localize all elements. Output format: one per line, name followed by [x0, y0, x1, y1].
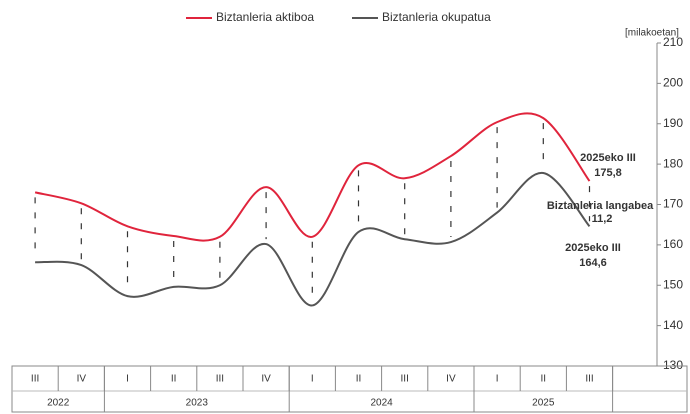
y-tick-label: 130: [663, 358, 683, 372]
annotation: 2025eko III: [580, 152, 636, 164]
x-tick-label: III: [585, 374, 593, 385]
y-tick-label: 190: [663, 116, 683, 130]
y-tick-label: 150: [663, 277, 683, 291]
annotation: 2025eko III: [565, 242, 621, 254]
legend-label: Biztanleria okupatua: [382, 10, 491, 24]
x-tick-label: III: [31, 374, 39, 385]
x-tick-label: I: [496, 374, 499, 385]
x-tick-label: I: [126, 374, 129, 385]
x-tick-label: III: [216, 374, 224, 385]
x-tick-label: I: [311, 374, 314, 385]
x-group-label: 2022: [47, 398, 70, 409]
series-line: [35, 172, 591, 307]
y-tick-label: 180: [663, 156, 683, 170]
x-tick-label: II: [356, 374, 362, 385]
x-group-label: 2025: [532, 398, 555, 409]
series-line: [34, 112, 591, 242]
value-label: 164,6: [579, 257, 607, 269]
y-tick-label: 160: [663, 237, 683, 251]
x-group-label: 2023: [186, 398, 209, 409]
y-tick-label: 200: [663, 76, 683, 90]
x-tick-label: IV: [77, 374, 87, 385]
y-tick-label: 210: [663, 35, 683, 49]
y-tick-label: 140: [663, 318, 683, 332]
x-tick-label: IV: [446, 374, 456, 385]
legend-label: Biztanleria aktiboa: [216, 10, 314, 24]
x-table: [11, 365, 688, 413]
y-tick-label: 170: [663, 197, 683, 211]
x-tick-label: II: [171, 374, 177, 385]
x-tick-label: III: [401, 374, 409, 385]
x-tick-label: IV: [261, 374, 271, 385]
x-tick-label: II: [541, 374, 547, 385]
annotation: Biztanleria langabea: [547, 200, 654, 212]
value-label: 175,8: [594, 167, 622, 179]
x-group-label: 2024: [370, 398, 393, 409]
annotation-value: 11,2: [592, 213, 613, 225]
y-axis-label: [milakoetan]: [625, 28, 679, 39]
